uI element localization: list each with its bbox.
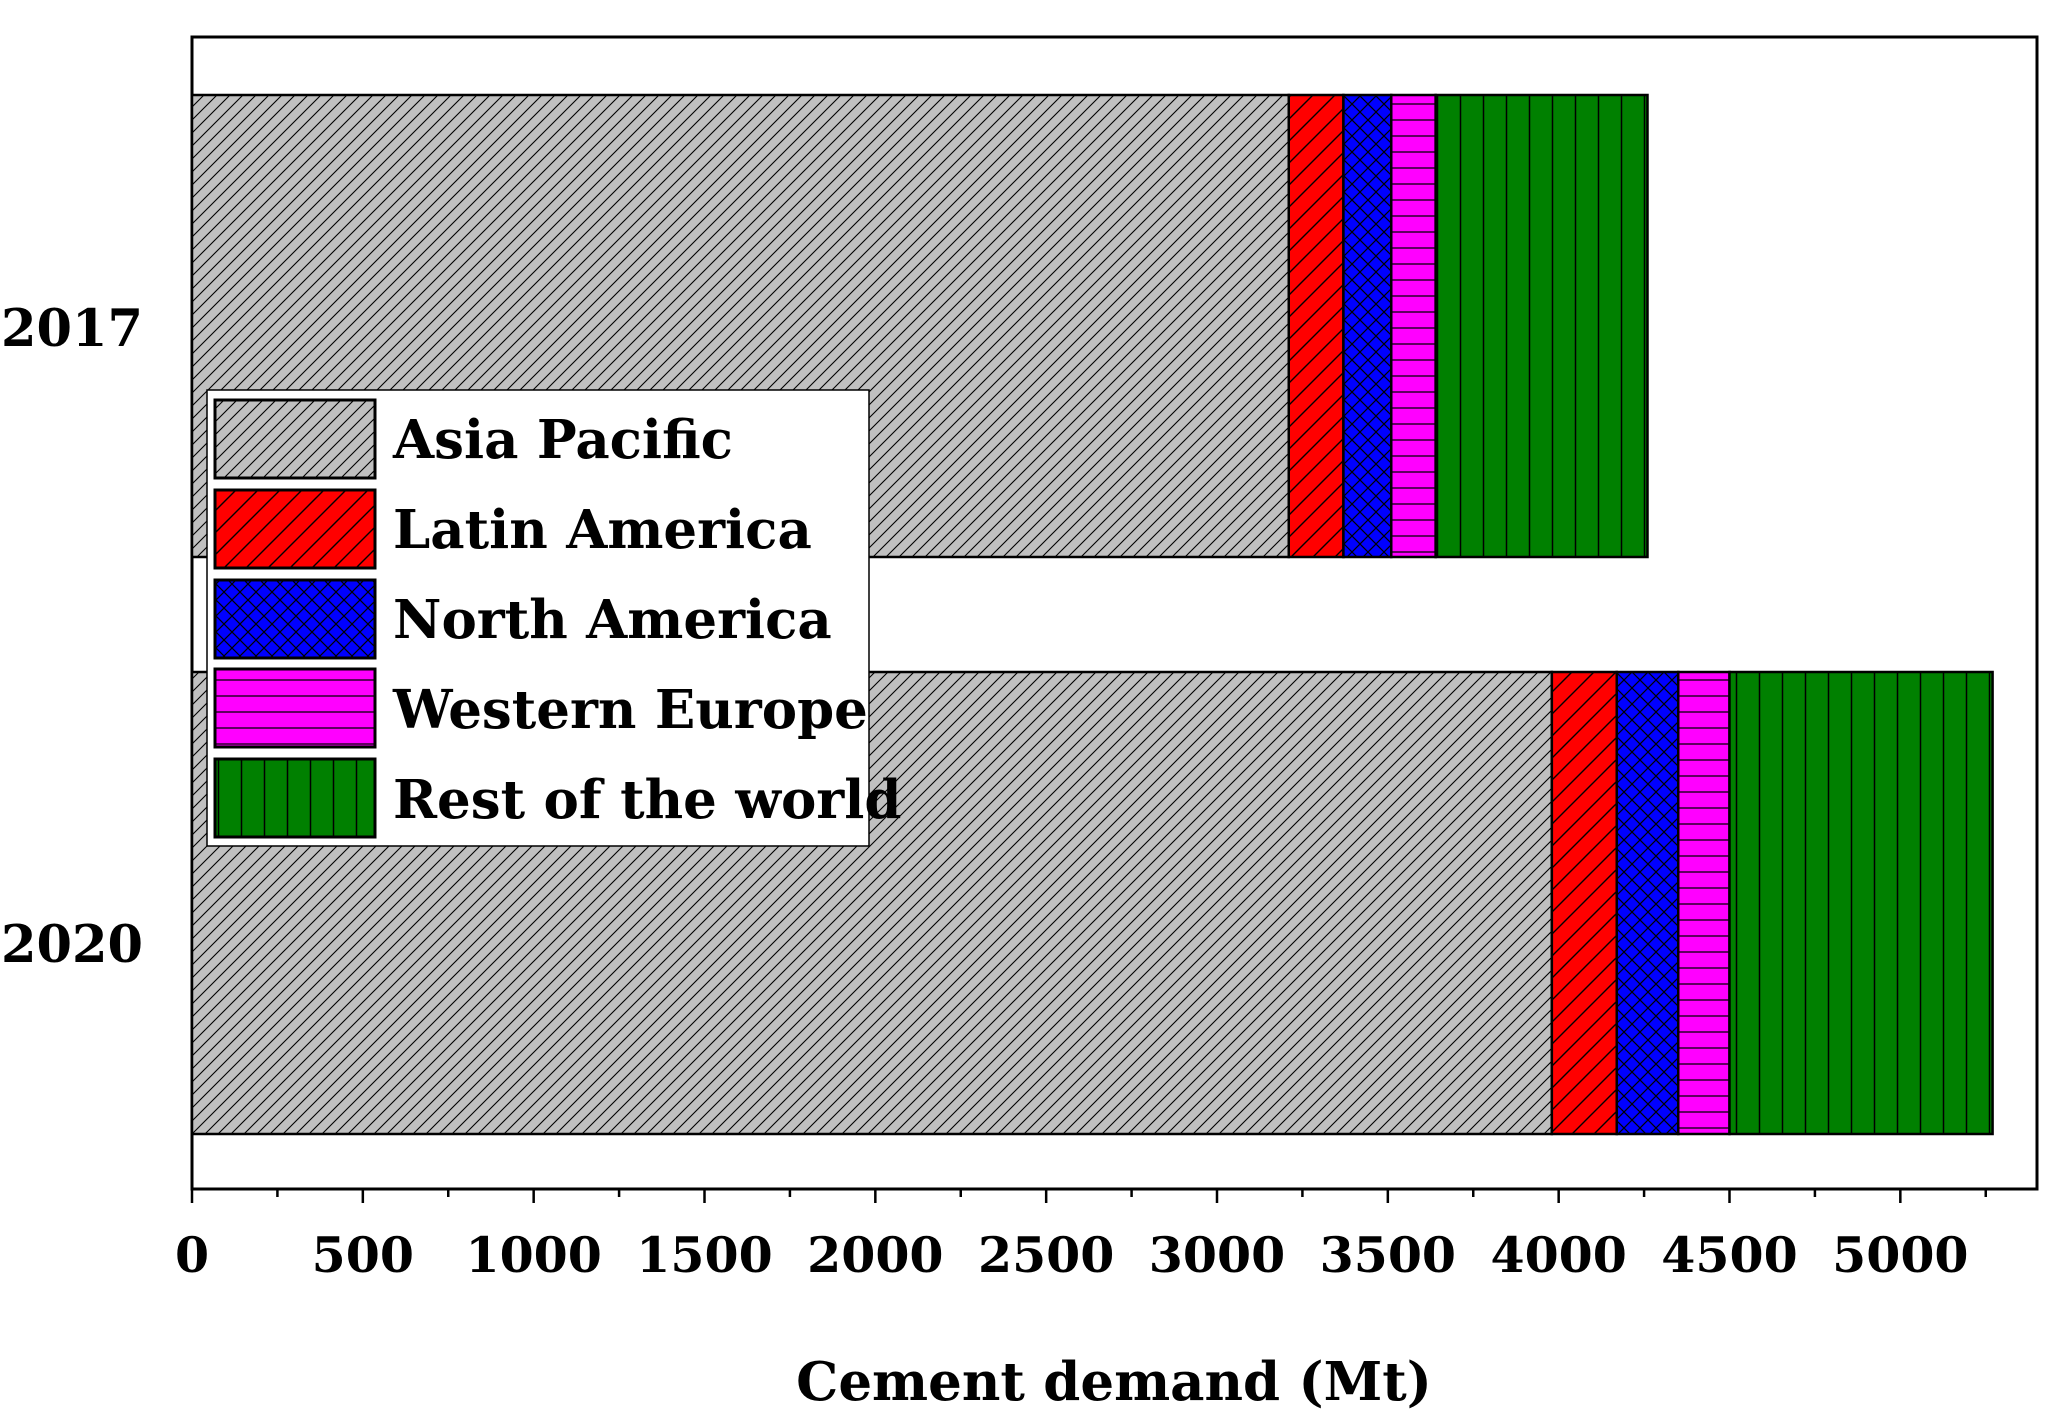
legend-swatch-pattern-western-europe (215, 669, 375, 747)
legend-item-rest-of-the-world: Rest of the world (213, 757, 901, 839)
category-label-2017: 2017 (1, 299, 143, 359)
category-label-2020: 2020 (1, 915, 143, 975)
legend-swatch-pattern-latin-america (215, 490, 375, 568)
legend-item-asia-pacific: Asia Pacific (213, 398, 733, 480)
legend-swatch-pattern-asia-pacific (215, 400, 375, 478)
x-axis-tick-labels: 0 500 1000 1500 2000 2500 3000 3500 4000 4500 5000 (175, 1226, 1969, 1284)
x-tick-label-4000: 4000 (1490, 1226, 1626, 1284)
legend-item-latin-america: Latin America (213, 488, 812, 570)
legend-item-north-america: North America (213, 578, 832, 660)
legend-label-latin-america: Latin America (393, 499, 812, 561)
x-tick-label-0: 0 (175, 1226, 209, 1284)
legend-item-western-europe: Western Europe (213, 667, 868, 749)
legend-label-rest-of-the-world: Rest of the world (393, 769, 901, 831)
x-axis: 0 500 1000 1500 2000 2500 3000 3500 4000 4500 5000… (175, 1189, 1987, 1413)
legend-swatch-pattern-north-america (215, 580, 375, 658)
legend-label-western-europe: Western Europe (392, 679, 868, 741)
legend: Asia Pacific Latin America North America… (206, 389, 901, 847)
x-tick-label-1500: 1500 (636, 1226, 772, 1284)
bar-2020-rest-of-the-world-pattern (1728, 670, 1994, 1136)
x-tick-label-4500: 4500 (1661, 1226, 1797, 1284)
x-tick-label-2500: 2500 (978, 1226, 1114, 1284)
x-tick-label-1000: 1000 (465, 1226, 601, 1284)
x-tick-label-2000: 2000 (807, 1226, 943, 1284)
legend-label-north-america: North America (393, 589, 832, 651)
bar-2017-latin-america-pattern (1287, 93, 1345, 559)
x-tick-label-3000: 3000 (1149, 1226, 1285, 1284)
bar-2017-rest-of-the-world-pattern (1434, 93, 1649, 559)
x-tick-label-500: 500 (312, 1226, 414, 1284)
legend-swatch-pattern-rest-of-the-world (215, 759, 375, 837)
x-tick-label-5000: 5000 (1832, 1226, 1968, 1284)
legend-label-asia-pacific: Asia Pacific (392, 409, 733, 471)
x-axis-ticks (190, 1189, 1987, 1203)
bar-2020-north-america-pattern (1615, 670, 1680, 1136)
bar-2020-western-europe-pattern (1677, 670, 1731, 1136)
x-tick-label-3500: 3500 (1320, 1226, 1456, 1284)
x-axis-label: Cement demand (Mt) (796, 1351, 1432, 1413)
bar-2017-western-europe-pattern (1390, 93, 1437, 559)
bar-2017-north-america-pattern (1342, 93, 1393, 559)
y-axis: 2017 2020 (1, 299, 143, 975)
bar-2020-latin-america-pattern (1550, 670, 1619, 1136)
